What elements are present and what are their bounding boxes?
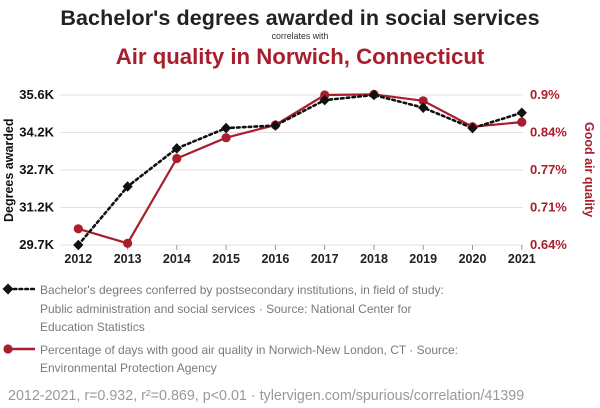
- svg-text:2013: 2013: [114, 252, 142, 266]
- svg-text:2014: 2014: [163, 252, 191, 266]
- svg-text:0.84%: 0.84%: [530, 125, 567, 140]
- svg-text:34.2K: 34.2K: [19, 125, 54, 140]
- svg-text:29.7K: 29.7K: [19, 237, 54, 252]
- svg-text:2015: 2015: [212, 252, 240, 266]
- svg-text:0.77%: 0.77%: [530, 162, 567, 177]
- svg-text:2018: 2018: [360, 252, 388, 266]
- svg-text:2021: 2021: [508, 252, 536, 266]
- svg-text:2017: 2017: [311, 252, 339, 266]
- svg-text:2020: 2020: [459, 252, 487, 266]
- svg-text:31.2K: 31.2K: [19, 200, 54, 215]
- svg-text:0.64%: 0.64%: [530, 237, 567, 252]
- svg-text:35.6K: 35.6K: [19, 87, 54, 102]
- svg-text:0.9%: 0.9%: [530, 87, 560, 102]
- svg-text:2019: 2019: [409, 252, 437, 266]
- svg-text:2012: 2012: [64, 252, 92, 266]
- svg-text:2016: 2016: [261, 252, 289, 266]
- svg-text:32.7K: 32.7K: [19, 162, 54, 177]
- svg-text:0.71%: 0.71%: [530, 200, 567, 215]
